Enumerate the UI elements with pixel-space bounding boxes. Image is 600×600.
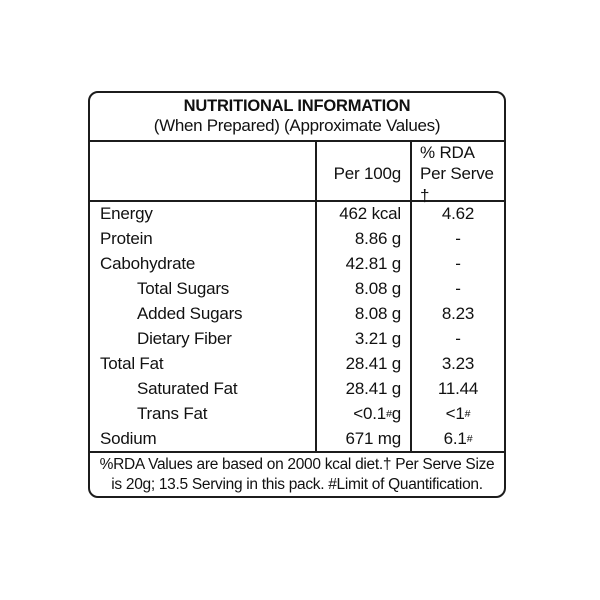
- nutrient-name: Energy: [100, 204, 153, 224]
- per-100g-value: 8.86 g: [315, 226, 410, 252]
- rda-value: 6.1 #: [410, 426, 504, 452]
- nutrient-name: Total Sugars: [137, 279, 230, 299]
- table-row-dietary-fiber: Dietary Fiber 3.21 g -: [90, 326, 504, 352]
- footnote-line1: %RDA Values are based on 2000 kcal diet.…: [99, 455, 495, 473]
- rda-per-serve-column-header: % RDA Per Serve †: [410, 142, 504, 206]
- table-row-total-sugars: Total Sugars 8.08 g -: [90, 276, 504, 302]
- label-footnote: %RDA Values are based on 2000 kcal diet.…: [90, 451, 504, 496]
- rda-value: 3.23: [410, 351, 504, 377]
- nutrient-column-header-blank: [90, 142, 315, 206]
- rda-header-line1: % RDA: [420, 143, 475, 162]
- per-100g-value: 3.21 g: [315, 326, 410, 352]
- nutrient-name: Cabohydrate: [100, 254, 196, 274]
- nutrient-name: Total Fat: [100, 353, 164, 373]
- label-subtitle: (When Prepared) (Approximate Values): [153, 116, 441, 136]
- nutrient-name: Sodium: [100, 428, 157, 448]
- per-100g-column-header: Per 100g: [315, 142, 410, 206]
- table-row-carbohydrate: Cabohydrate 42.81 g -: [90, 251, 504, 277]
- nutrient-name: Trans Fat: [137, 403, 208, 423]
- per-100g-value: 462 kcal: [315, 202, 410, 227]
- per-100g-value: 42.81 g: [315, 251, 410, 277]
- rda-value: 4.62: [410, 202, 504, 227]
- rda-value: -: [410, 226, 504, 252]
- table-row-sodium: Sodium 671 mg 6.1 #: [90, 426, 504, 452]
- nutrient-name: Saturated Fat: [137, 378, 238, 398]
- per-100g-value: <0.1 # g: [315, 401, 410, 427]
- label-title-band: NUTRITIONAL INFORMATION (When Prepared) …: [90, 93, 504, 142]
- per-100g-value: 28.41 g: [315, 351, 410, 377]
- table-row-trans-fat: Trans Fat <0.1 # g <1 #: [90, 401, 504, 427]
- per-100g-value: 28.41 g: [315, 376, 410, 402]
- rda-value: 8.23: [410, 301, 504, 327]
- footnote-line2: is 20g; 13.5 Serving in this pack. #Limi…: [111, 475, 483, 493]
- table-row-total-fat: Total Fat 28.41 g 3.23: [90, 351, 504, 377]
- nutrition-label: NUTRITIONAL INFORMATION (When Prepared) …: [88, 91, 506, 498]
- nutrient-name: Added Sugars: [137, 304, 243, 324]
- per-100g-value: 671 mg: [315, 426, 410, 452]
- nutrition-table-body: Energy 462 kcal 4.62 Protein 8.86 g - Ca…: [90, 202, 504, 452]
- per-100g-value: 8.08 g: [315, 276, 410, 302]
- nutrient-name: Dietary Fiber: [137, 328, 232, 348]
- per-100g-value: 8.08 g: [315, 301, 410, 327]
- rda-value: -: [410, 276, 504, 302]
- table-column-headers: Per 100g % RDA Per Serve †: [90, 142, 504, 206]
- table-row-saturated-fat: Saturated Fat 28.41 g 11.44: [90, 376, 504, 402]
- rda-value: -: [410, 251, 504, 277]
- rda-value: 11.44: [410, 376, 504, 402]
- table-row-energy: Energy 462 kcal 4.62: [90, 202, 504, 227]
- rda-header-line2: Per Serve †: [420, 164, 494, 205]
- nutrient-name: Protein: [100, 229, 153, 249]
- table-row-protein: Protein 8.86 g -: [90, 226, 504, 252]
- rda-value: <1 #: [410, 401, 504, 427]
- label-title: NUTRITIONAL INFORMATION: [183, 97, 411, 116]
- table-row-added-sugars: Added Sugars 8.08 g 8.23: [90, 301, 504, 327]
- rda-value: -: [410, 326, 504, 352]
